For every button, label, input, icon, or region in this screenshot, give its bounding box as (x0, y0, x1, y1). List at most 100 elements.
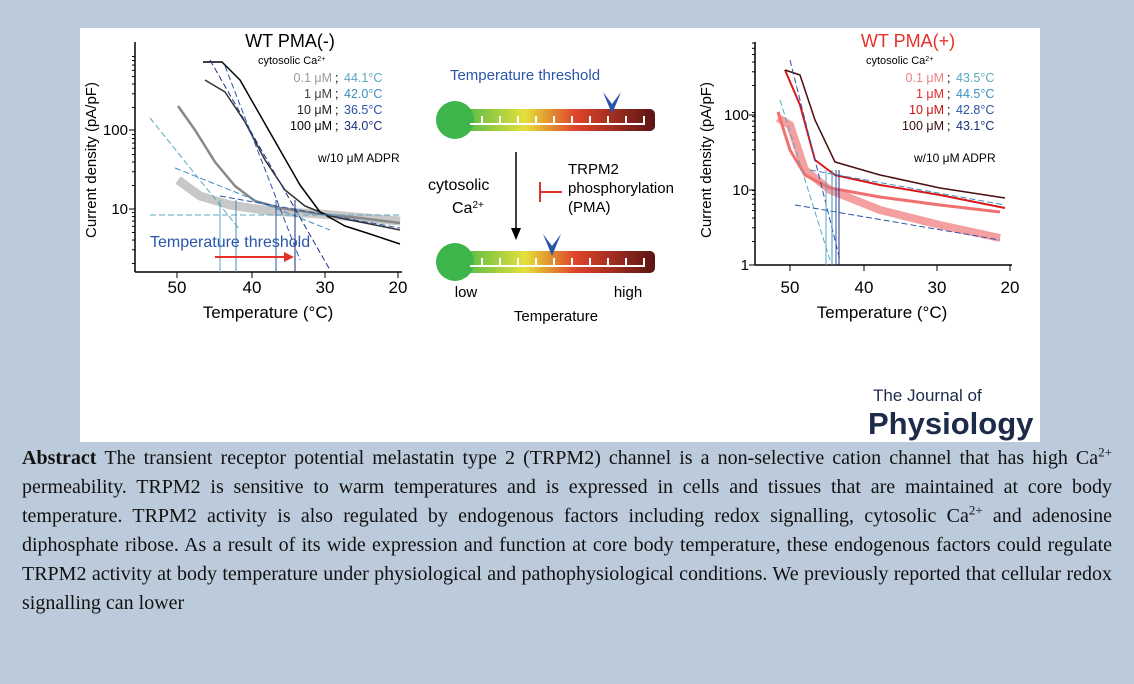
adpr-label: w/10 μM ADPR (913, 151, 996, 165)
fit-line (209, 59, 331, 271)
threshold-marker (543, 234, 561, 256)
x-tick-label: 20 (1001, 278, 1020, 297)
x-tick-label: 40 (855, 278, 874, 297)
x-tick-label: 50 (168, 278, 187, 297)
logo-line: The Journal of (873, 386, 982, 405)
pma-label: (PMA) (568, 199, 611, 216)
legend-sep: ; (947, 103, 950, 117)
legend-temp: 36.5°C (344, 103, 382, 117)
pma-label: TRPM2 (568, 161, 619, 178)
abstract: Abstract The transient receptor potential… (22, 444, 1112, 618)
legend-sep: ; (335, 103, 338, 117)
legend-conc: 0.1 μM (294, 71, 332, 85)
text-run: permeability. TRPM2 is sensitive to warm… (22, 476, 1112, 527)
legend-conc: 100 μM (290, 119, 332, 133)
legend-conc: 1 μM (304, 87, 332, 101)
plot-title: WT PMA(-) (245, 31, 335, 51)
sup: 2+ (925, 56, 933, 63)
y-tick-label: 100 (724, 107, 749, 124)
trace (204, 79, 401, 231)
arrow-head (511, 228, 521, 240)
legend-temp: 42.8°C (956, 103, 994, 117)
superscript: 2+ (1098, 444, 1112, 460)
legend-sep: ; (335, 119, 338, 133)
legend-conc: 0.1 μM (906, 71, 944, 85)
text: Ca (452, 200, 473, 217)
y-tick-label: 10 (732, 182, 749, 199)
legend-temp: 42.0°C (344, 87, 382, 101)
legend-sep: ; (947, 119, 950, 133)
fit-line (809, 169, 1006, 206)
fit-line (779, 99, 831, 261)
legend-temp: 34.0°C (344, 119, 382, 133)
superscript: 2+ (968, 502, 983, 518)
legend-conc: 1 μM (916, 87, 944, 101)
thermometer-bulb (436, 101, 474, 139)
trace (775, 114, 1001, 242)
high-label: high (614, 284, 642, 301)
legend: 0.1 μM; 44.1°C 1 μM; 42.0°C 10 μM; 36.5°C 100 … (290, 71, 382, 133)
x-label: Temperature (°C) (817, 303, 948, 322)
y-label: Current density (pA/pF) (698, 82, 715, 238)
threshold-label: Temperature threshold (450, 67, 600, 84)
legend-sep: ; (947, 71, 950, 85)
plot-title: WT PMA(+) (861, 31, 955, 51)
trace (776, 111, 1001, 214)
abstract-label: Abstract (22, 447, 97, 469)
abstract-text: The transient receptor potential melasta… (22, 444, 1112, 614)
ca-label: cytosolic Ca2+ (258, 55, 325, 67)
fit-line (149, 117, 241, 231)
x-tick-label: 30 (316, 278, 335, 297)
fit-line (794, 204, 1001, 241)
low-label: low (455, 284, 478, 301)
x-label: Temperature (°C) (203, 303, 334, 322)
adpr-label: w/10 μM ADPR (317, 151, 400, 165)
ca-label: Ca2+ (452, 200, 484, 218)
threshold-marker (603, 92, 621, 114)
legend-sep: ; (335, 87, 338, 101)
text-run: and adenosine diphosphate ribose. As a r… (22, 505, 1112, 614)
ca-label: cytosolic (428, 177, 489, 194)
x-tick-label: 30 (928, 278, 947, 297)
axis-label: Temperature (514, 308, 598, 325)
fit-line (174, 167, 331, 231)
legend-temp: 43.5°C (956, 71, 994, 85)
logo-line: Physiology (868, 406, 1034, 441)
legend-sep: ; (947, 87, 950, 101)
y-tick-label: 100 (103, 122, 128, 139)
thermometer-bulb (436, 243, 474, 281)
x-tick-label: 50 (781, 278, 800, 297)
arrow-head (284, 252, 294, 262)
text-run: The transient receptor potential melasta… (104, 447, 1099, 469)
legend: 0.1 μM; 43.5°C 1 μM; 44.5°C 10 μM; 42.8°C 100 … (902, 71, 994, 133)
trace (176, 105, 401, 225)
legend-sep: ; (335, 71, 338, 85)
legend-temp: 44.1°C (344, 71, 382, 85)
fit-line (224, 65, 301, 261)
legend-conc: 100 μM (902, 119, 944, 133)
trace (203, 61, 401, 245)
trace (784, 69, 1006, 209)
ca-label: cytosolic Ca2+ (866, 55, 933, 67)
x-tick-label: 20 (389, 278, 408, 297)
sup: 2+ (317, 56, 325, 63)
figure: WT PMA(-) cytosolic Ca2+ 0.1 μM; 44.1°C1 … (80, 28, 1040, 442)
figure-panel (80, 28, 1040, 442)
pma-label: phosphorylation (568, 180, 674, 197)
legend-temp: 43.1°C (956, 119, 994, 133)
annotation: Temperature threshold (150, 234, 310, 251)
legend-conc: 10 μM (297, 103, 332, 117)
y-label: Current density (pA/pF) (83, 82, 100, 238)
sup: 2+ (472, 200, 484, 211)
x-tick-label: 40 (243, 278, 262, 297)
legend-temp: 44.5°C (956, 87, 994, 101)
text: cytosolic Ca (866, 55, 926, 67)
y-tick-label: 10 (111, 201, 128, 218)
text: cytosolic Ca (258, 55, 318, 67)
y-tick-label: 1 (741, 257, 749, 274)
legend-conc: 10 μM (909, 103, 944, 117)
trace (784, 69, 1006, 199)
fit-line (219, 195, 401, 229)
decorations (129, 42, 1012, 281)
